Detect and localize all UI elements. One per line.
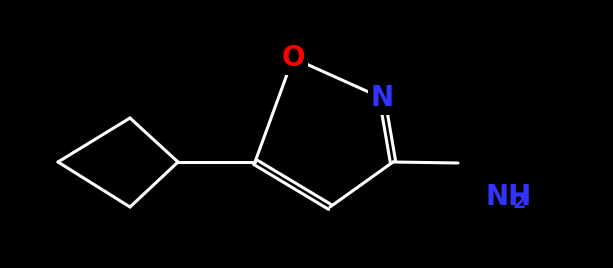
Text: N: N: [370, 84, 394, 112]
Text: 2: 2: [513, 192, 527, 211]
Text: NH: NH: [485, 183, 531, 211]
Text: O: O: [281, 44, 305, 72]
